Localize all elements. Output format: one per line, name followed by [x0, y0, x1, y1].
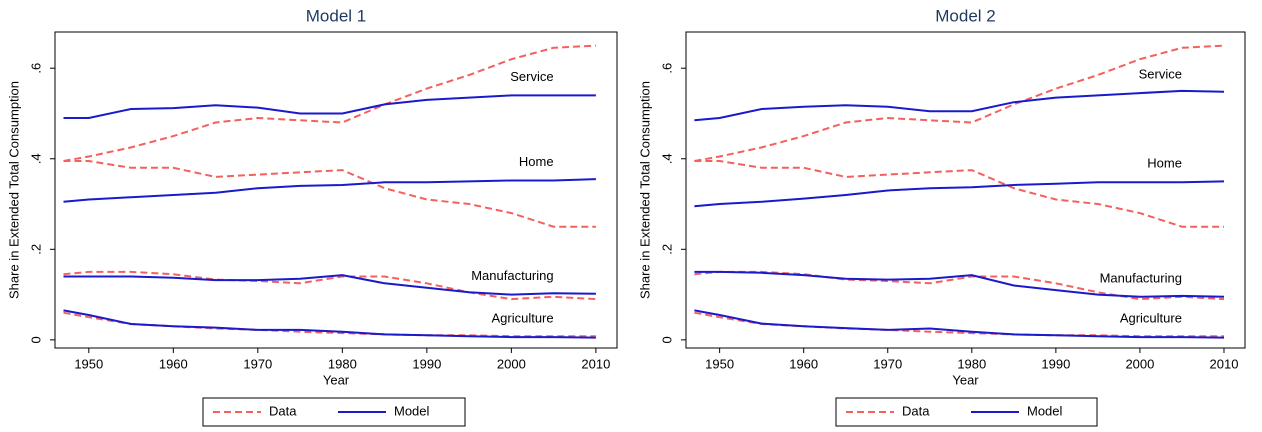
- chart-title: Model 1: [306, 6, 366, 25]
- y-tick-label: .2: [659, 244, 674, 255]
- x-tick-label: 2010: [1210, 356, 1239, 371]
- x-tick-label: 1990: [1041, 356, 1070, 371]
- x-tick-label: 2000: [497, 356, 526, 371]
- y-tick-label: 0: [659, 336, 674, 343]
- legend-label: Model: [394, 403, 430, 418]
- data-line: [694, 44, 1225, 162]
- data-line: [63, 270, 596, 301]
- x-tick-label: 1970: [243, 356, 272, 371]
- y-tick-label: .4: [28, 153, 43, 164]
- model-line: [63, 309, 596, 339]
- chart-title: Model 2: [935, 6, 995, 25]
- model-line: [63, 274, 596, 296]
- legend-label: Model: [1027, 403, 1063, 418]
- x-tick-label: 2010: [581, 356, 610, 371]
- series-label: Service: [1139, 67, 1182, 82]
- y-tick-label: 0: [28, 336, 43, 343]
- series-label: Agriculture: [1120, 311, 1182, 326]
- y-tick-label: .2: [28, 244, 43, 255]
- data-line: [694, 160, 1224, 228]
- x-tick-label: 1980: [957, 356, 986, 371]
- data-line: [694, 311, 1224, 338]
- series-label: Manufacturing: [1100, 270, 1182, 285]
- y-tick-label: .6: [659, 63, 674, 74]
- x-tick-label: 1950: [74, 356, 103, 371]
- x-tick-label: 1990: [412, 356, 441, 371]
- data-line: [694, 270, 1225, 301]
- x-tick-label: 1970: [873, 356, 902, 371]
- y-tick-label: .6: [28, 63, 43, 74]
- model-line: [63, 178, 596, 203]
- model-line: [63, 94, 596, 119]
- x-axis-label: Year: [323, 372, 350, 387]
- legend-label: Data: [269, 403, 297, 418]
- model-line: [694, 89, 1225, 122]
- x-tick-label: 2000: [1125, 356, 1154, 371]
- x-tick-label: 1980: [328, 356, 357, 371]
- model-line: [694, 180, 1225, 208]
- series-label: Service: [510, 69, 553, 84]
- x-tick-label: 1960: [789, 356, 818, 371]
- y-axis-label: Share in Extended Total Consumption: [6, 81, 21, 299]
- series-label: Agriculture: [491, 311, 553, 326]
- y-tick-label: .4: [659, 153, 674, 164]
- data-line: [63, 44, 596, 162]
- legend-label: Data: [902, 403, 930, 418]
- y-axis-label: Share in Extended Total Consumption: [637, 81, 652, 299]
- plot-frame: [685, 31, 1246, 349]
- data-line: [63, 160, 596, 228]
- series-label: Manufacturing: [471, 268, 553, 283]
- x-tick-label: 1960: [159, 356, 188, 371]
- model-line: [694, 270, 1225, 298]
- x-tick-label: 1950: [705, 356, 734, 371]
- series-label: Home: [519, 154, 554, 169]
- plot-frame: [54, 31, 618, 349]
- x-axis-label: Year: [952, 372, 979, 387]
- series-label: Home: [1147, 156, 1182, 171]
- model-line: [694, 309, 1225, 339]
